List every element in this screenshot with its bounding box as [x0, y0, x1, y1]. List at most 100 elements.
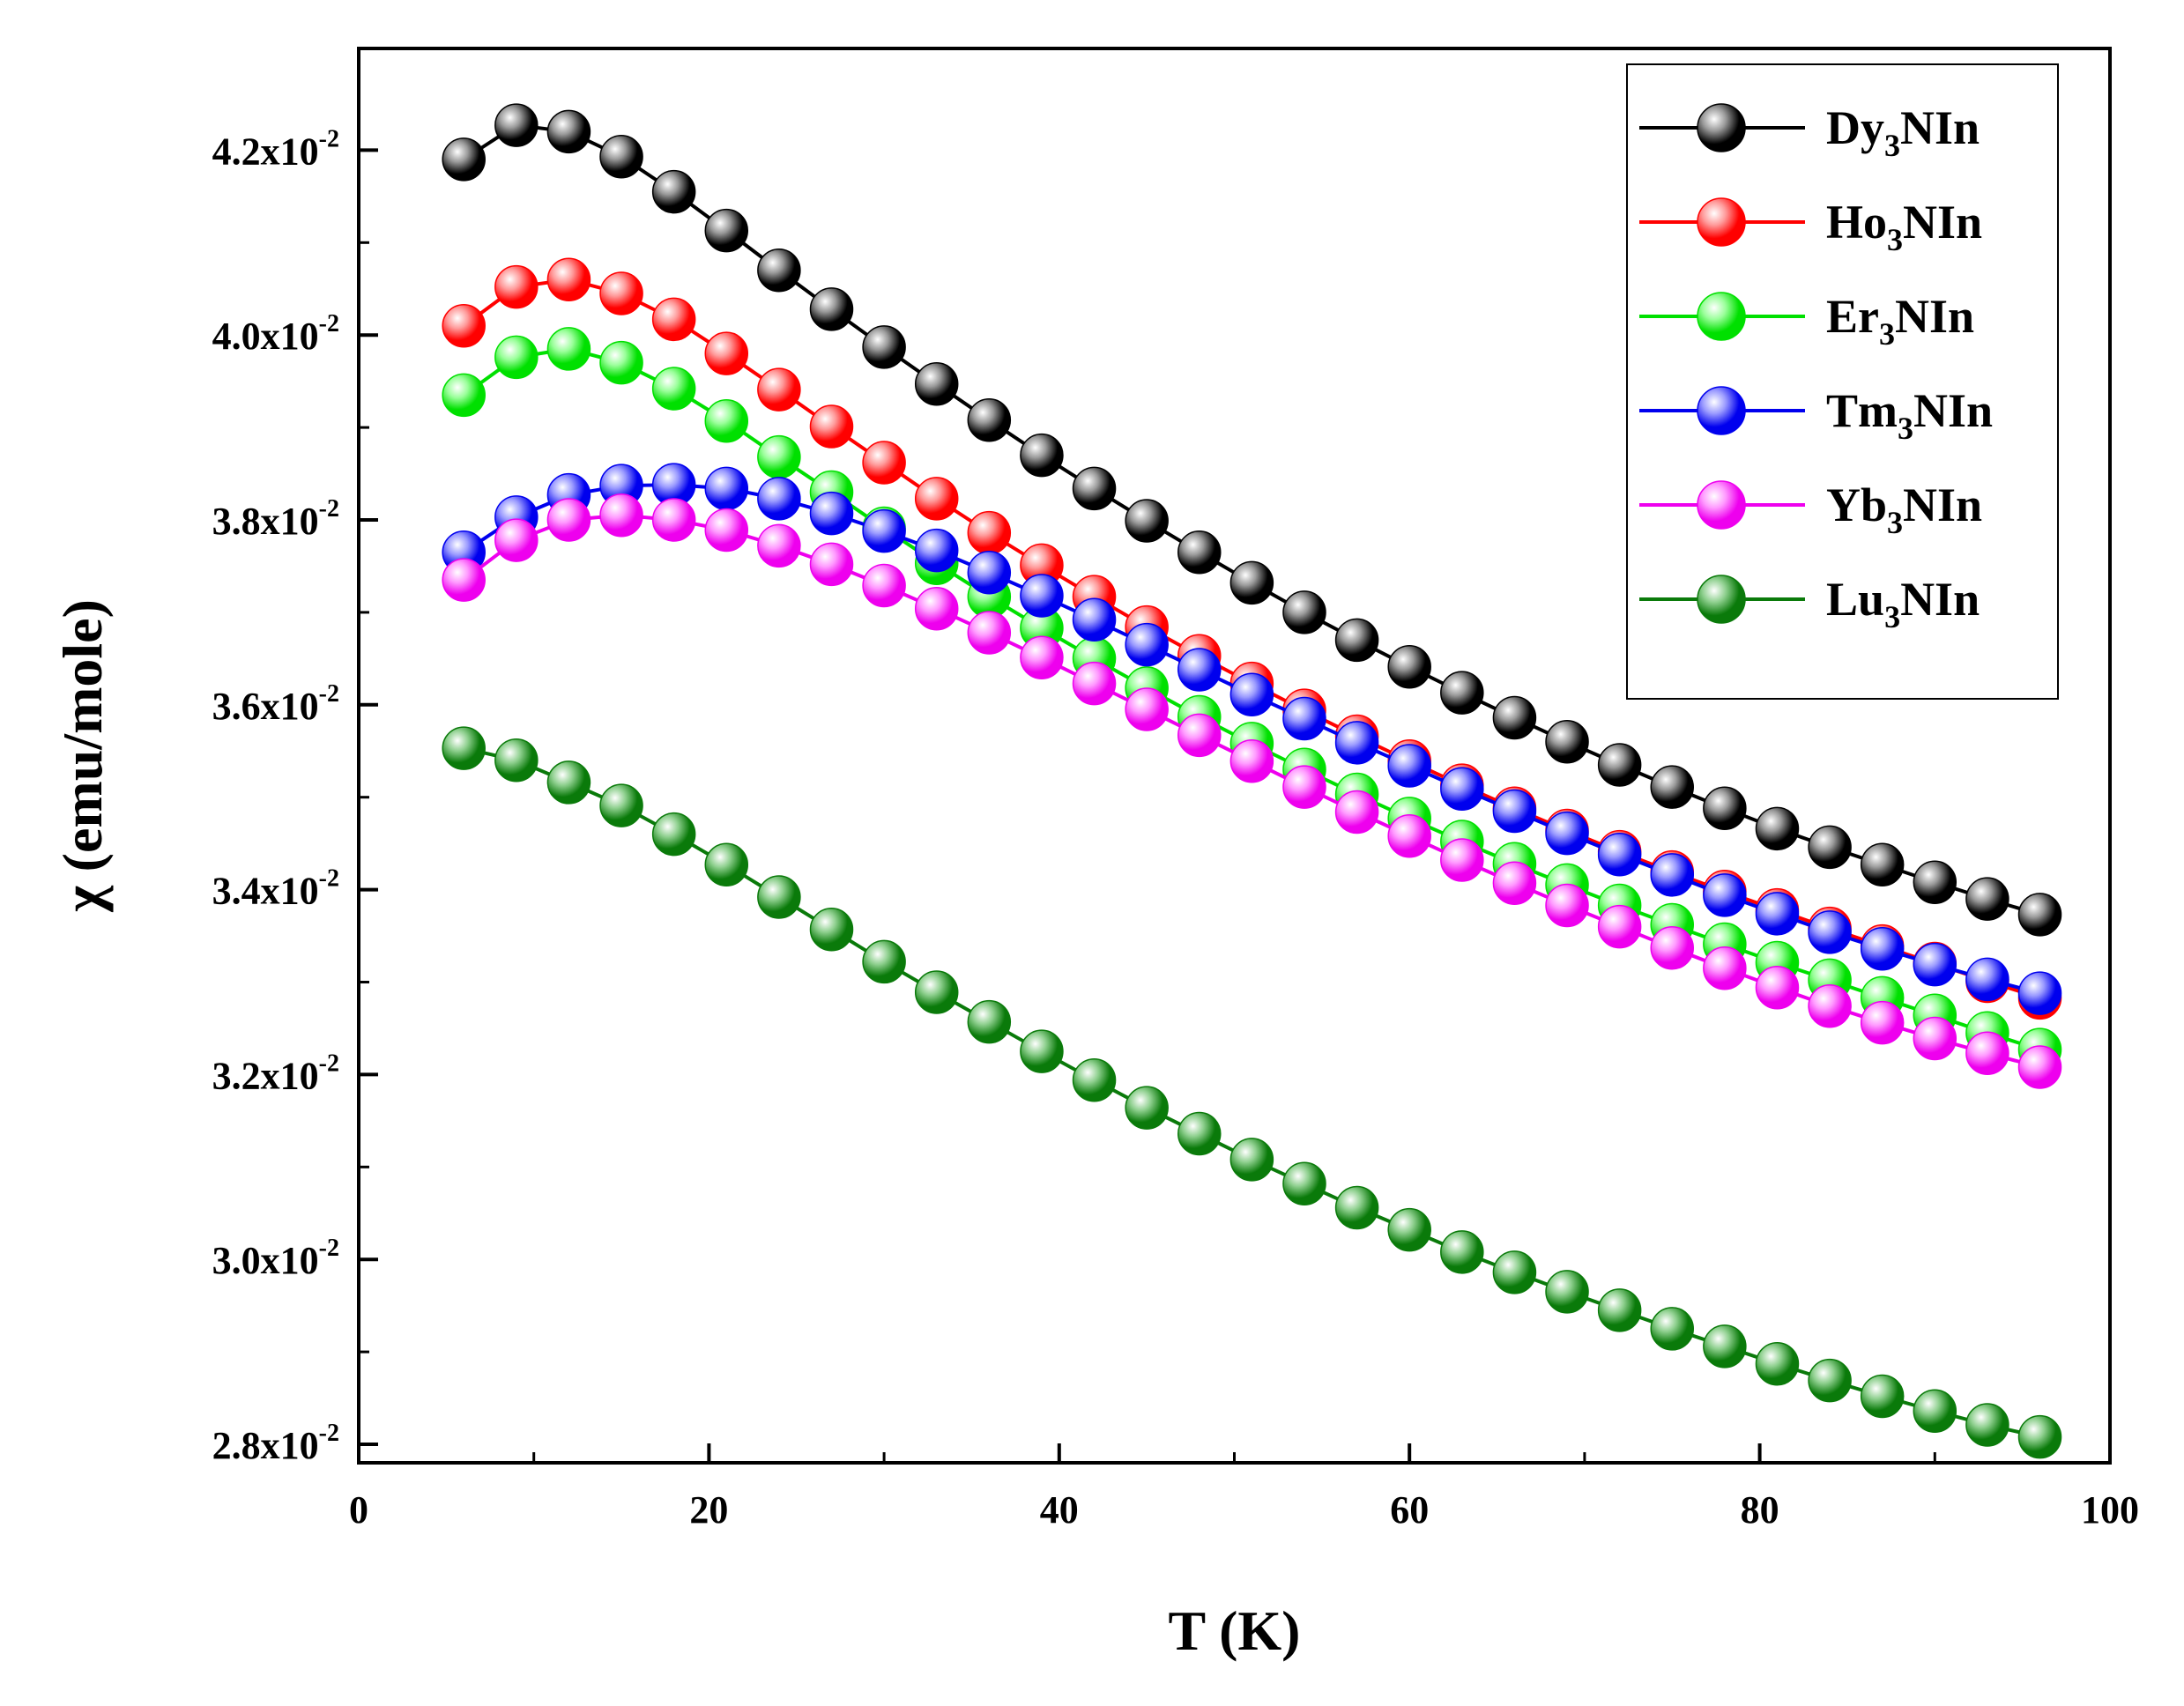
legend-item-Lu3NIn: Lu3NIn	[1639, 573, 1980, 634]
data-point-Lu3NIn	[1913, 1389, 1957, 1434]
y-axis-title: χ (emu/mole)	[51, 599, 114, 913]
y-tick-label: 4.0x10-2	[212, 310, 339, 358]
data-point-Tm3NIn	[1020, 574, 1064, 618]
x-axis-title: T (K)	[1169, 1599, 1301, 1662]
data-point-Yb3NIn	[599, 493, 643, 538]
y-tick-label: 2.8x10-2	[212, 1420, 339, 1467]
data-point-Lu3NIn	[1072, 1057, 1117, 1102]
x-tick-label: 60	[1390, 1488, 1429, 1532]
data-point-Dy3NIn	[1229, 560, 1274, 605]
data-point-Er3NIn	[546, 327, 591, 371]
data-point-Dy3NIn	[1650, 765, 1694, 809]
data-point-Yb3NIn	[546, 498, 591, 542]
x-tick-label: 80	[1741, 1488, 1779, 1532]
data-point-Lu3NIn	[1440, 1230, 1484, 1274]
data-point-Dy3NIn	[1334, 618, 1379, 663]
data-point-Dy3NIn	[1177, 530, 1222, 575]
data-point-Lu3NIn	[1755, 1342, 1800, 1386]
legend-marker	[1697, 103, 1746, 152]
data-point-Dy3NIn	[704, 208, 749, 253]
x-tick-label: 20	[689, 1488, 728, 1532]
data-point-Lu3NIn	[1125, 1086, 1169, 1130]
data-point-Yb3NIn	[809, 542, 854, 587]
data-point-Tm3NIn	[1703, 873, 1747, 917]
legend-label: Ho3NIn	[1826, 196, 1982, 257]
data-point-Tm3NIn	[1965, 957, 2009, 1002]
data-point-Tm3NIn	[704, 466, 749, 511]
data-point-Yb3NIn	[1177, 713, 1222, 758]
data-point-Lu3NIn	[2017, 1414, 2062, 1459]
legend-item-Dy3NIn: Dy3NIn	[1639, 101, 1980, 163]
data-point-Dy3NIn	[1597, 743, 1642, 787]
data-point-Lu3NIn	[1650, 1307, 1694, 1351]
data-point-Lu3NIn	[546, 760, 591, 805]
data-point-Yb3NIn	[1282, 765, 1326, 809]
data-point-Ho3NIn	[809, 404, 854, 449]
data-point-Ho3NIn	[651, 297, 696, 342]
data-point-Yb3NIn	[757, 523, 801, 568]
data-point-Dy3NIn	[1492, 695, 1537, 740]
data-point-Tm3NIn	[1072, 597, 1117, 642]
data-point-Yb3NIn	[1703, 946, 1747, 990]
data-point-Ho3NIn	[494, 264, 539, 309]
data-point-Yb3NIn	[1334, 790, 1379, 834]
data-point-Lu3NIn	[1282, 1161, 1326, 1205]
data-point-Dy3NIn	[809, 287, 854, 331]
data-point-Lu3NIn	[1965, 1403, 2009, 1447]
data-point-Ho3NIn	[914, 477, 959, 521]
series-Dy3NIn	[442, 103, 2062, 937]
data-point-Yb3NIn	[1597, 904, 1642, 949]
legend-label: Er3NIn	[1826, 290, 1974, 352]
data-point-Yb3NIn	[704, 508, 749, 553]
data-point-Lu3NIn	[599, 783, 643, 827]
data-point-Er3NIn	[494, 335, 539, 380]
series-Lu3NIn	[442, 726, 2062, 1459]
data-point-Ho3NIn	[862, 441, 906, 485]
data-point-Lu3NIn	[1808, 1358, 1852, 1403]
data-point-Tm3NIn	[914, 528, 959, 573]
data-point-Dy3NIn	[599, 134, 643, 179]
data-point-Yb3NIn	[1755, 966, 1800, 1010]
data-point-Lu3NIn	[809, 907, 854, 952]
data-point-Yb3NIn	[494, 518, 539, 562]
legend-marker	[1697, 480, 1746, 530]
y-tick-label: 3.0x10-2	[212, 1235, 339, 1282]
data-point-Lu3NIn	[1860, 1374, 1905, 1419]
axis-layer: 0 20 40 60 80 100 2.8x10-2 3.0x10-2 3.2x10-2 3.4x…	[212, 125, 2139, 1532]
data-point-Tm3NIn	[1808, 910, 1852, 954]
data-point-Yb3NIn	[1440, 838, 1484, 882]
data-point-Yb3NIn	[914, 586, 959, 631]
data-point-Lu3NIn	[1492, 1250, 1537, 1294]
data-point-Tm3NIn	[1492, 789, 1537, 834]
data-point-Dy3NIn	[1072, 466, 1117, 511]
data-point-Er3NIn	[599, 340, 643, 385]
data-point-Dy3NIn	[1913, 860, 1957, 904]
y-tick-label: 3.6x10-2	[212, 680, 339, 728]
y-tick-label: 3.4x10-2	[212, 865, 339, 913]
data-point-Tm3NIn	[862, 508, 906, 553]
legend: Dy3NIn Ho3NIn Er3NIn Tm3NIn Yb3NIn Lu3NIn	[1626, 63, 2059, 700]
data-point-Dy3NIn	[1282, 590, 1326, 634]
series-Tm3NIn	[442, 463, 2062, 1015]
data-point-Er3NIn	[442, 373, 486, 418]
data-point-Lu3NIn	[651, 812, 696, 857]
data-point-Yb3NIn	[1808, 984, 1852, 1028]
data-point-Dy3NIn	[2017, 893, 2062, 937]
data-point-Tm3NIn	[1125, 622, 1169, 667]
data-point-Tm3NIn	[1387, 744, 1431, 788]
x-tick-label: 40	[1040, 1488, 1079, 1532]
data-point-Yb3NIn	[1860, 1000, 1905, 1045]
data-point-Dy3NIn	[914, 362, 959, 406]
data-point-Dy3NIn	[546, 109, 591, 154]
data-point-Yb3NIn	[862, 563, 906, 608]
data-point-Dy3NIn	[494, 103, 539, 147]
data-point-Dy3NIn	[1965, 877, 2009, 921]
data-point-Er3NIn	[704, 399, 749, 443]
legend-label: Dy3NIn	[1826, 101, 1980, 163]
data-point-Yb3NIn	[1229, 739, 1274, 783]
data-point-Er3NIn	[651, 367, 696, 411]
data-point-Dy3NIn	[1020, 433, 1064, 478]
data-point-Dy3NIn	[1387, 645, 1431, 689]
